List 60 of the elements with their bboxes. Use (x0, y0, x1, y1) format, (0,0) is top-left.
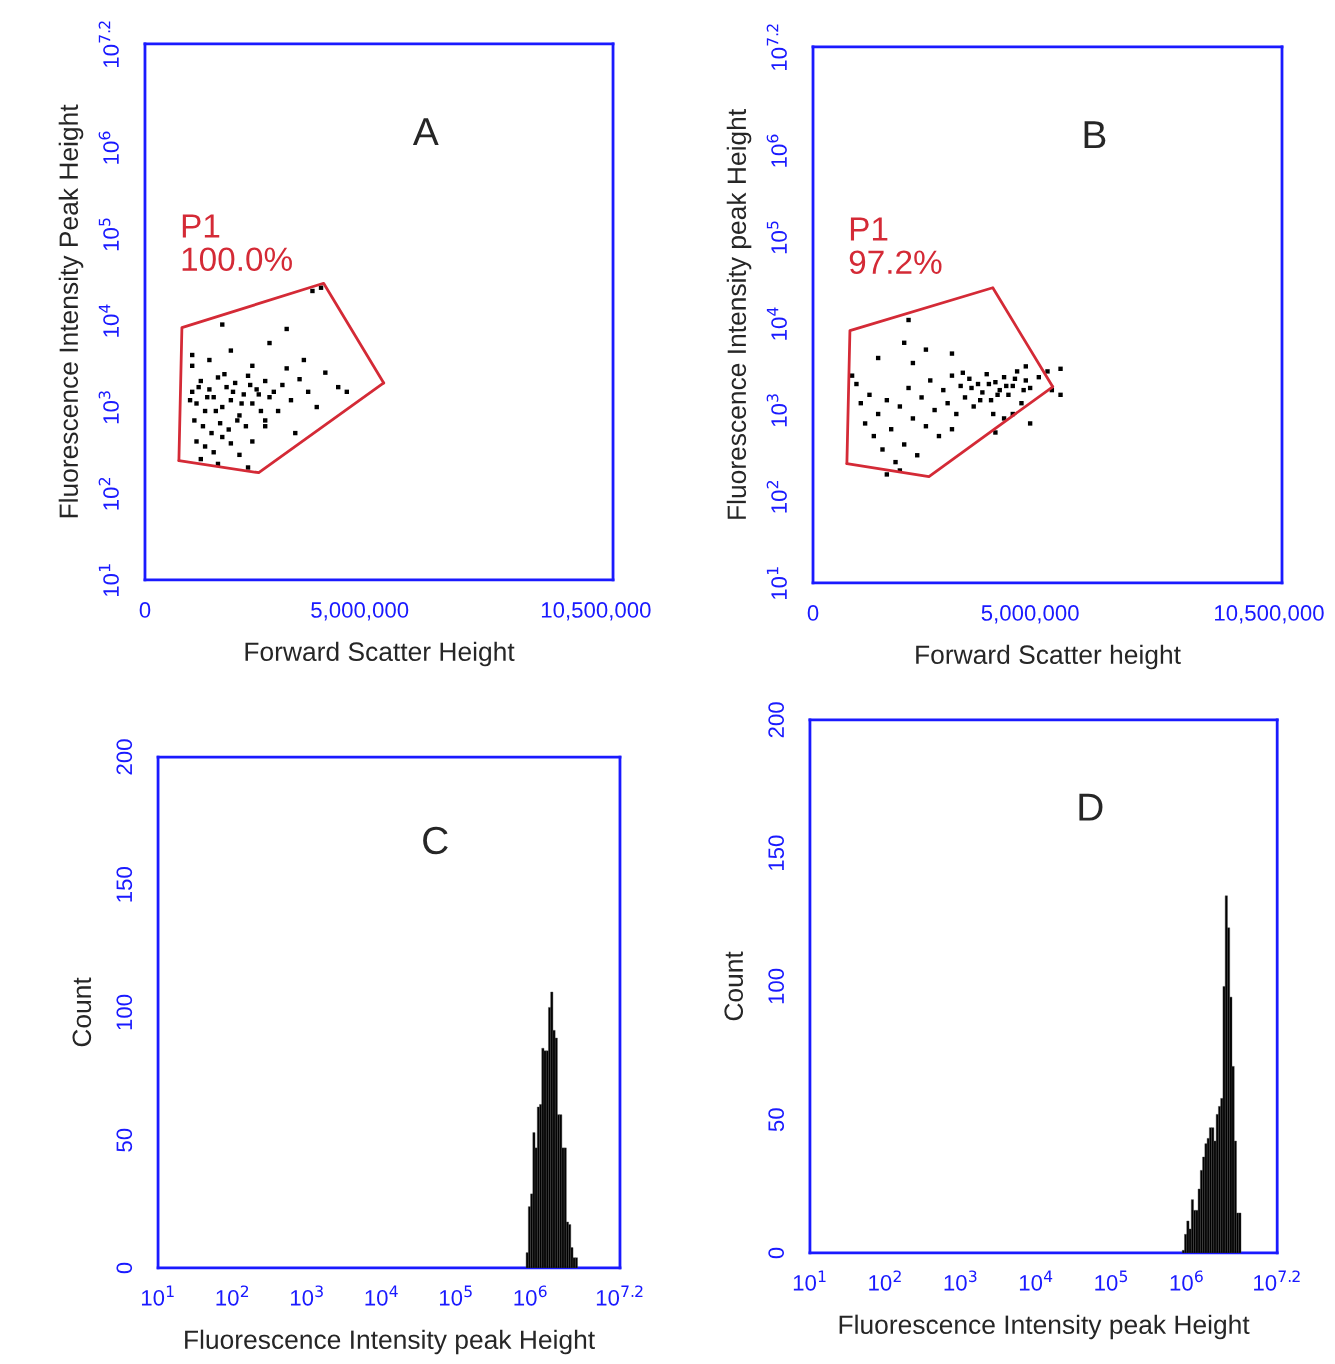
text: C (423, 826, 448, 855)
y-tick-label: 10$^{7.2}$ (98, 21, 119, 67)
x-tick-label: 10$^{7.2}$ (1254, 1270, 1300, 1291)
x-tick-label: 10$^{4}$ (1019, 1270, 1053, 1291)
x-axis-title: Fluorescence Intensity peak Height (839, 1314, 1250, 1340)
x-tick-label: 5,000,000 (981, 605, 1079, 624)
annotation: P1 (850, 217, 888, 241)
y-tick-label: 10$^{5}$ (766, 221, 787, 254)
y-tick-label: 100 (116, 994, 133, 1030)
x-tick-label: 10$^{1}$ (793, 1270, 826, 1291)
y-tick-label: 10$^{4}$ (766, 307, 787, 340)
x-tick-label: 10$^{6}$ (514, 1285, 547, 1306)
y-tick-label: 10$^{3}$ (98, 391, 119, 424)
y-tick-label: 0 (116, 1262, 133, 1274)
y-tick-label: 100 (768, 968, 785, 1004)
x-tick-label: 10,500,000 (1215, 605, 1324, 624)
y-tick-label: 10$^{7.2}$ (766, 24, 787, 70)
y-axis-title: Fluorescence Intensity peak Height (726, 109, 752, 519)
x-axis-title: Forward Scatter Height (245, 641, 515, 667)
x-tick-label: 10$^{4}$ (365, 1285, 398, 1306)
annotation: 97.2% (849, 250, 942, 275)
y-tick-label: 10$^{5}$ (98, 218, 119, 251)
text: B (1084, 121, 1106, 149)
annotation: 100.0% (182, 247, 292, 272)
x-axis-title: Forward Scatter height (916, 644, 1181, 670)
y-tick-label: 10$^{4}$ (98, 304, 119, 337)
y-tick-label: 150 (768, 835, 785, 871)
y-tick-label: 150 (116, 867, 133, 902)
text: D (1079, 793, 1103, 821)
annotation: P1 (182, 214, 220, 238)
y-tick-label: 10$^{6}$ (98, 131, 119, 164)
y-axis-title: Count (72, 977, 92, 1047)
x-tick-label: 10$^{3}$ (290, 1285, 323, 1306)
y-tick-label: 10$^{2}$ (98, 478, 119, 510)
y-axis-title: Count (724, 951, 744, 1021)
y-tick-label: 50 (116, 1128, 133, 1152)
y-tick-label: 10$^{1}$ (766, 567, 787, 600)
x-tick-label: 10$^{5}$ (1095, 1270, 1128, 1291)
y-tick-label: 10$^{2}$ (766, 481, 787, 513)
x-tick-label: 10$^{6}$ (1170, 1270, 1203, 1291)
x-tick-label: 10,500,000 (541, 602, 651, 621)
y-tick-label: 200 (768, 702, 785, 738)
x-tick-label: 5,000,000 (311, 602, 409, 621)
x-tick-label: 10$^{7.2}$ (596, 1285, 643, 1306)
x-axis-title: Fluorescence Intensity peak Height (185, 1329, 595, 1355)
x-tick-label: 10$^{1}$ (141, 1285, 174, 1306)
y-tick-label: 50 (768, 1108, 785, 1132)
y-tick-label: 10$^{6}$ (766, 134, 787, 167)
x-tick-label: 0 (139, 602, 151, 618)
text: A (412, 118, 439, 146)
y-tick-label: 10$^{1}$ (98, 564, 119, 597)
y-tick-label: 10$^{3}$ (766, 394, 787, 427)
x-tick-label: 0 (807, 605, 819, 621)
x-tick-label: 10$^{2}$ (216, 1285, 249, 1306)
y-tick-label: 0 (768, 1247, 785, 1259)
x-tick-label: 10$^{5}$ (439, 1285, 472, 1306)
x-tick-label: 10$^{3}$ (944, 1270, 977, 1291)
y-axis-title: Fluorescence Intensity Peak Height (58, 104, 84, 518)
x-tick-label: 10$^{2}$ (869, 1270, 901, 1291)
y-tick-label: 200 (116, 739, 133, 775)
